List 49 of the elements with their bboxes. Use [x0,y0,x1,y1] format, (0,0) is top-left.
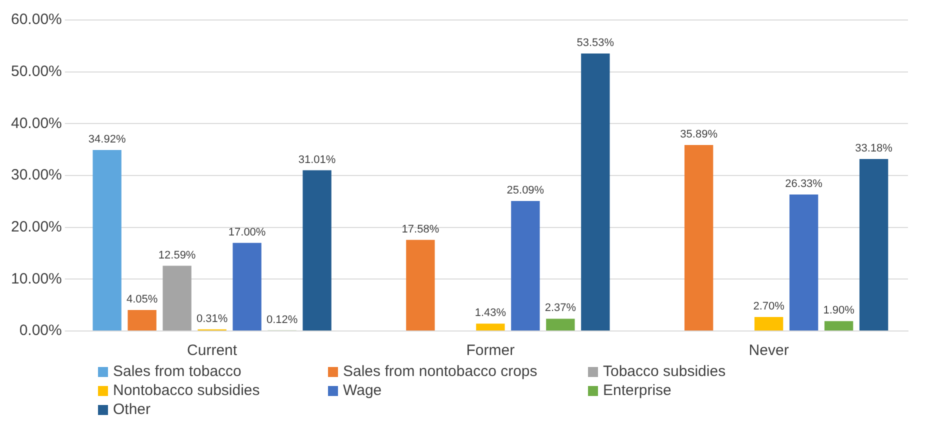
data-label: 33.18% [855,142,893,155]
data-label: 2.37% [544,302,576,314]
data-label: 0.31% [196,312,228,325]
x-tick-label: Current [187,342,238,360]
data-label: 17.58% [402,223,440,236]
bar [546,318,575,330]
data-label: 25.09% [506,184,544,196]
y-tick-label: 20.00% [11,218,62,236]
legend-label: Sales from nontobacco crops [343,363,538,380]
x-tick-label: Never [748,342,789,360]
y-tick-label: 50.00% [11,62,62,80]
y-tick-label: 30.00% [11,166,62,184]
bar [684,144,714,330]
data-label: 4.05% [126,294,158,306]
x-tick-label: Former [466,342,515,360]
y-tick-label: 0.00% [19,322,62,340]
bar [92,150,122,330]
data-label: 26.33% [785,178,823,190]
bar [511,200,540,330]
bar [476,324,505,330]
bar [162,266,192,330]
bar [406,240,435,330]
y-tick-label: 60.00% [11,11,62,28]
data-label: 2.70% [753,300,785,313]
bar [824,321,854,330]
bar [232,242,262,330]
data-label: 12.59% [158,249,196,262]
y-tick-label: 10.00% [11,270,62,288]
data-label: 31.01% [298,154,336,166]
data-label: 53.53% [576,37,614,50]
legend-label: Other [113,401,151,418]
data-label: 1.43% [474,307,506,320]
y-tick-label: 40.00% [11,114,62,132]
bar [859,159,888,330]
legend-label: Tobacco subsidies [603,363,726,380]
legend-label: Enterprise [603,382,672,399]
bar [128,310,156,330]
data-label: 0.12% [266,314,298,326]
bar [581,54,610,330]
legend-label: Nontobacco subsidies [113,382,260,399]
bar [302,170,332,330]
bar [754,317,784,330]
data-label: 35.89% [680,128,718,140]
legend-label: Wage [343,382,382,399]
bar [789,194,818,330]
data-label: 1.90% [823,304,855,317]
data-label: 17.00% [228,226,266,238]
data-label: 34.92% [88,134,126,146]
legend-label: Sales from tobacco [113,363,242,380]
